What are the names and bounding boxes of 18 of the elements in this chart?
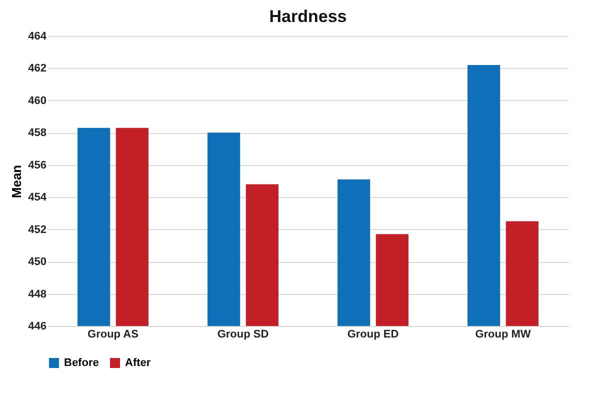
y-tick-label: 450 [28, 256, 46, 268]
y-tick-label: 460 [28, 94, 46, 107]
y-tick-label: 448 [28, 288, 46, 300]
y-tick-label: 464 [28, 30, 48, 42]
x-tick-label: Group SD [217, 328, 269, 340]
y-tick-label: 446 [28, 320, 46, 332]
x-tick-label: Group MW [475, 328, 532, 340]
y-tick-label: 454 [28, 192, 48, 204]
y-tick-label: 456 [28, 159, 46, 172]
x-tick-label: Group AS [88, 328, 138, 340]
chart-title: Hardness [269, 7, 347, 26]
y-axis-title: Mean [9, 164, 24, 198]
legend-label: Before [64, 357, 99, 369]
legend-label: After [125, 357, 152, 369]
y-tick-label: 458 [28, 127, 46, 140]
y-tick-label: 452 [28, 224, 46, 236]
y-tick-label: 462 [28, 62, 46, 75]
x-tick-label: Group ED [347, 328, 399, 340]
